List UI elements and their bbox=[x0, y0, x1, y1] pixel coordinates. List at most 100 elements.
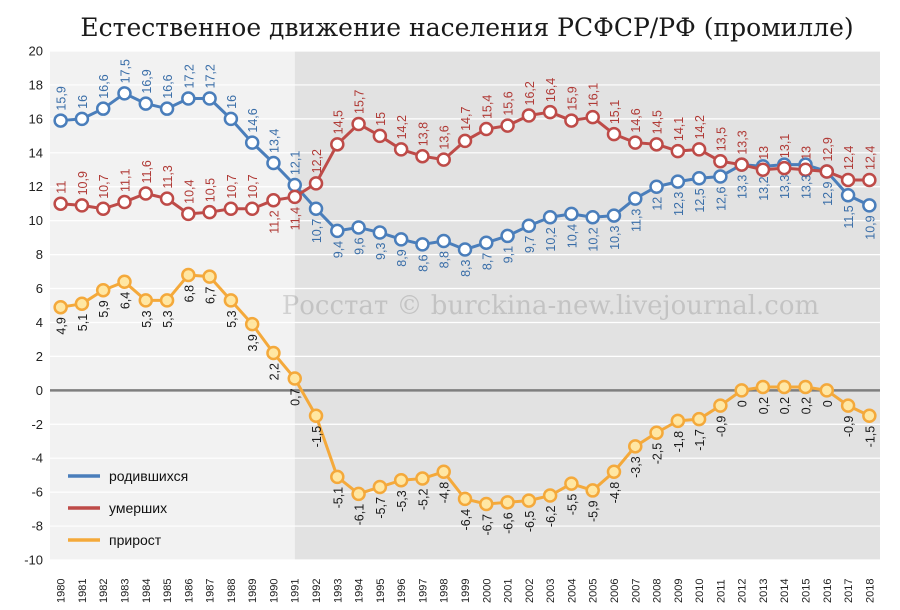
data-label: -5,9 bbox=[587, 500, 601, 522]
data-label: 12,9 bbox=[821, 181, 835, 205]
data-point bbox=[521, 218, 537, 234]
legend-entry: умерших bbox=[109, 500, 167, 516]
data-point bbox=[372, 225, 388, 240]
x-tick-label: 1990 bbox=[268, 579, 280, 603]
y-tick-label: 20 bbox=[29, 44, 43, 59]
data-point bbox=[542, 104, 558, 120]
data-point bbox=[287, 371, 302, 386]
data-point bbox=[181, 91, 196, 106]
data-label: 16,1 bbox=[587, 83, 601, 107]
data-label: 11,3 bbox=[161, 165, 175, 188]
data-point bbox=[138, 293, 154, 308]
data-label: 10,4 bbox=[565, 224, 579, 248]
watermark: Росстат © burckina-new.livejournal.com bbox=[282, 291, 819, 321]
data-point bbox=[862, 172, 877, 188]
x-tick-label: 1982 bbox=[98, 579, 110, 603]
x-tick-label: 1992 bbox=[311, 579, 323, 603]
x-tick-label: 2001 bbox=[503, 579, 515, 603]
data-label: 0,2 bbox=[800, 397, 814, 414]
data-point bbox=[585, 109, 600, 125]
x-tick-label: 1991 bbox=[290, 579, 302, 603]
data-label: 5,1 bbox=[76, 314, 90, 331]
x-tick-label: 2006 bbox=[609, 579, 621, 603]
data-label: 13,3 bbox=[736, 175, 750, 199]
x-tick-label: 1984 bbox=[141, 579, 153, 603]
data-label: 15,9 bbox=[55, 86, 69, 110]
data-point bbox=[138, 96, 154, 111]
data-label: 13,3 bbox=[736, 130, 750, 154]
data-point bbox=[351, 220, 366, 235]
data-label: 5,3 bbox=[225, 310, 239, 327]
y-tick-label: 8 bbox=[36, 247, 43, 262]
data-label: 14,1 bbox=[672, 117, 686, 141]
data-label: 9,6 bbox=[353, 237, 367, 254]
data-label: -0,9 bbox=[842, 416, 856, 438]
data-point bbox=[436, 233, 451, 249]
data-label: 14,2 bbox=[693, 115, 707, 139]
data-point bbox=[457, 491, 473, 507]
data-label: 12 bbox=[651, 197, 665, 211]
data-point bbox=[628, 439, 643, 454]
data-label: 5,3 bbox=[161, 310, 175, 327]
data-point bbox=[862, 408, 877, 424]
data-label: -1,5 bbox=[863, 426, 877, 448]
data-point bbox=[159, 293, 175, 308]
data-label: -6,4 bbox=[459, 509, 473, 531]
data-point bbox=[691, 171, 707, 186]
y-tick-label: -2 bbox=[31, 417, 43, 432]
y-tick-label: 6 bbox=[36, 281, 43, 296]
data-label: 6,8 bbox=[182, 285, 196, 302]
x-tick-label: 2000 bbox=[481, 579, 493, 603]
data-label: -6,2 bbox=[544, 505, 558, 527]
data-label: 3,9 bbox=[246, 334, 260, 351]
data-point bbox=[223, 111, 239, 127]
data-point bbox=[564, 113, 579, 128]
data-point bbox=[479, 235, 494, 250]
data-label: 9,3 bbox=[374, 243, 388, 260]
x-tick-label: 2016 bbox=[822, 579, 834, 603]
x-tick-label: 1987 bbox=[205, 579, 217, 603]
x-tick-label: 2014 bbox=[779, 579, 791, 603]
data-point bbox=[436, 152, 451, 167]
data-label: 15,4 bbox=[480, 95, 494, 119]
data-label: 11,6 bbox=[140, 160, 154, 183]
data-label: 13,3 bbox=[778, 175, 792, 199]
data-label: 5,3 bbox=[140, 310, 154, 327]
data-point bbox=[840, 172, 856, 188]
data-point bbox=[755, 162, 771, 178]
x-tick-label: 2002 bbox=[524, 579, 536, 603]
data-point bbox=[74, 296, 90, 312]
x-tick-label: 1983 bbox=[119, 579, 131, 603]
x-tick-label: 2017 bbox=[843, 579, 855, 603]
data-label: 12,6 bbox=[714, 187, 728, 211]
data-label: 13,6 bbox=[438, 125, 452, 149]
y-tick-label: 2 bbox=[36, 349, 43, 364]
data-label: 14,6 bbox=[629, 108, 643, 132]
data-label: 6,4 bbox=[118, 292, 132, 309]
data-label: 9,1 bbox=[502, 246, 516, 263]
data-label: 8,8 bbox=[438, 251, 452, 268]
data-label: -6,6 bbox=[502, 512, 516, 534]
legend: родившихся умерших прирост bbox=[68, 468, 188, 548]
data-point bbox=[330, 469, 345, 485]
y-tick-label: 0 bbox=[36, 383, 43, 398]
data-point bbox=[798, 379, 813, 395]
data-label: 16,9 bbox=[140, 69, 154, 93]
data-point bbox=[436, 464, 451, 480]
data-label: 14,2 bbox=[395, 115, 409, 139]
data-point bbox=[181, 206, 196, 222]
x-tick-label: 1994 bbox=[354, 579, 366, 603]
data-label: 9,4 bbox=[331, 241, 345, 258]
data-point bbox=[351, 486, 366, 502]
data-label: 16,2 bbox=[523, 81, 537, 105]
data-point bbox=[585, 210, 600, 225]
data-point bbox=[670, 413, 686, 429]
x-tick-label: 1996 bbox=[396, 579, 408, 603]
y-tick-label: -4 bbox=[31, 451, 43, 466]
y-tick-label: 10 bbox=[29, 213, 43, 228]
data-point bbox=[53, 196, 68, 211]
data-label: 13 bbox=[800, 146, 814, 160]
x-tick-label: 1997 bbox=[417, 579, 429, 603]
data-point bbox=[521, 108, 537, 123]
data-label: 15 bbox=[374, 112, 388, 126]
